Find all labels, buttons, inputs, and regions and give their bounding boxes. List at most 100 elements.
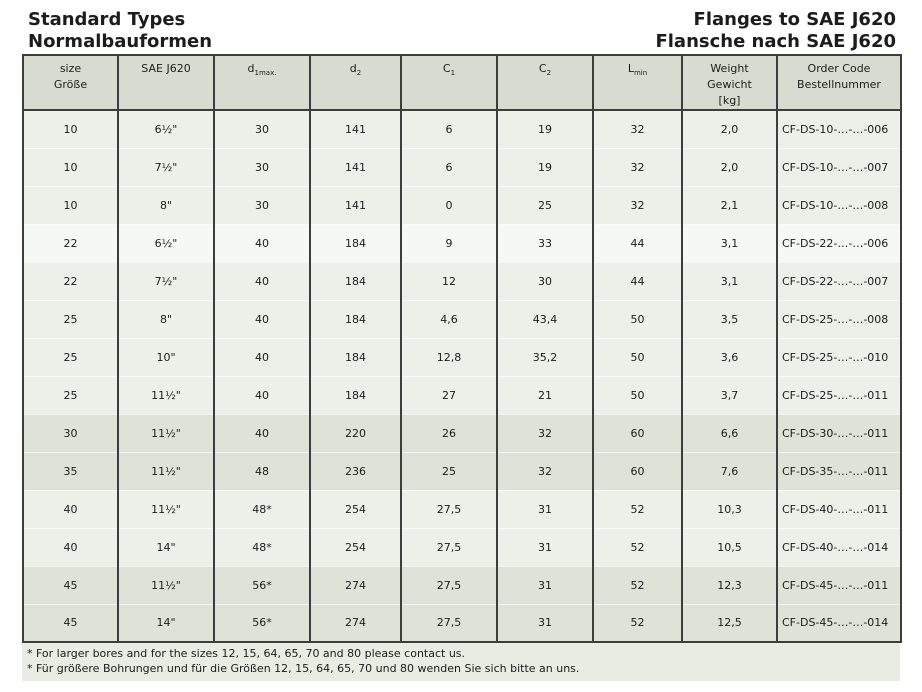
order-code-cell: CF-DS-30-…-…-011 (776, 413, 901, 452)
lmin-cell: 32 (592, 109, 682, 148)
col-header-size-de: Größe (53, 78, 88, 91)
footnotes: * For larger bores and for the sizes 12,… (22, 643, 900, 681)
sae-j620-cell: 7½" (117, 261, 214, 300)
c2-cell: 31 (496, 565, 593, 604)
order-code-cell: CF-DS-22-…-…-006 (776, 223, 901, 262)
c2-cell: 32 (496, 451, 593, 490)
d2-cell: 184 (309, 299, 401, 338)
col-header-sae-j620: SAE J620 (117, 55, 214, 111)
weight-cell: 10,5 (681, 527, 777, 566)
size-cell: 45 (22, 565, 118, 604)
c2-cell: 31 (496, 603, 593, 642)
table-head: size Größe SAE J620 d1max. d2 C1 C2 (22, 55, 901, 111)
d1max-cell: 48 (213, 451, 310, 490)
d1max-cell: 30 (213, 109, 310, 148)
col-header-weight-de: Gewicht (707, 78, 752, 91)
c2-cell: 43,4 (496, 299, 593, 338)
lmin-cell: 50 (592, 337, 682, 376)
lmin-cell: 52 (592, 565, 682, 604)
size-cell: 25 (22, 337, 118, 376)
lmin-cell: 60 (592, 413, 682, 452)
size-cell: 10 (22, 109, 118, 148)
order-code-cell: CF-DS-25-…-…-008 (776, 299, 901, 338)
c1-cell: 12 (400, 261, 497, 300)
d1max-cell: 40 (213, 337, 310, 376)
col-header-order-code-en: Order Code (807, 62, 871, 75)
table-row: 10 6½" 30 141 6 19 32 2,0 CF-DS-10-…-…-006 (22, 109, 901, 148)
d1max-cell: 56* (213, 603, 310, 642)
c2-cell: 31 (496, 527, 593, 566)
sae-j620-cell: 11½" (117, 413, 214, 452)
d2-cell: 141 (309, 147, 401, 186)
weight-cell: 3,6 (681, 337, 777, 376)
sae-j620-cell: 7½" (117, 147, 214, 186)
d2-cell: 220 (309, 413, 401, 452)
c1-cell: 12,8 (400, 337, 497, 376)
sae-j620-cell: 14" (117, 527, 214, 566)
footnote-en: * For larger bores and for the sizes 12,… (27, 647, 466, 660)
table-row: 25 8" 40 184 4,6 43,4 50 3,5 CF-DS-25-…-…-008 (22, 299, 901, 338)
table-row: 22 7½" 40 184 12 30 44 3,1 CF-DS-22-…-…-007 (22, 261, 901, 300)
c1-cell: 4,6 (400, 299, 497, 338)
page-title-left: Standard Types Normalbauformen (28, 9, 213, 52)
d2-cell: 274 (309, 603, 401, 642)
table-row: 40 14" 48* 254 27,5 31 52 10,5 CF-DS-40-…-…-014 (22, 527, 901, 566)
size-cell: 10 (22, 147, 118, 186)
size-cell: 45 (22, 603, 118, 642)
lmin-cell: 52 (592, 603, 682, 642)
d2-cell: 254 (309, 489, 401, 528)
c1-cell: 26 (400, 413, 497, 452)
table-row: 10 8" 30 141 0 25 32 2,1 CF-DS-10-…-…-008 (22, 185, 901, 224)
col-header-size: size Größe (22, 55, 118, 111)
table-header-row: size Größe SAE J620 d1max. d2 C1 C2 (22, 55, 901, 111)
table-row: 45 14" 56* 274 27,5 31 52 12,5 CF-DS-45-…-…-014 (22, 603, 901, 642)
d2-cell: 141 (309, 109, 401, 148)
table-row: 25 11½" 40 184 27 21 50 3,7 CF-DS-25-…-…-011 (22, 375, 901, 414)
weight-cell: 12,5 (681, 603, 777, 642)
col-header-d2: d2 (309, 55, 401, 111)
order-code-cell: CF-DS-22-…-…-007 (776, 261, 901, 300)
sae-j620-cell: 14" (117, 603, 214, 642)
size-cell: 22 (22, 261, 118, 300)
sae-j620-cell: 11½" (117, 489, 214, 528)
order-code-cell: CF-DS-40-…-…-011 (776, 489, 901, 528)
c1-cell: 27,5 (400, 565, 497, 604)
c1-cell: 27,5 (400, 489, 497, 528)
sae-j620-cell: 6½" (117, 109, 214, 148)
size-cell: 40 (22, 527, 118, 566)
c2-cell: 31 (496, 489, 593, 528)
table-body: 10 6½" 30 141 6 19 32 2,0 CF-DS-10-…-…-006 10 7½" 3… (22, 109, 901, 642)
d2-cell: 236 (309, 451, 401, 490)
weight-cell: 2,0 (681, 147, 777, 186)
order-code-cell: CF-DS-45-…-…-011 (776, 565, 901, 604)
sae-j620-cell: 11½" (117, 565, 214, 604)
lmin-cell: 52 (592, 527, 682, 566)
c2-cell: 33 (496, 223, 593, 262)
order-code-cell: CF-DS-10-…-…-008 (776, 185, 901, 224)
d1max-cell: 56* (213, 565, 310, 604)
sae-j620-cell: 8" (117, 185, 214, 224)
sae-j620-cell: 8" (117, 299, 214, 338)
d1max-cell: 30 (213, 147, 310, 186)
d1max-cell: 40 (213, 299, 310, 338)
d2-cell: 184 (309, 337, 401, 376)
weight-cell: 3,1 (681, 223, 777, 262)
col-header-d1max: d1max. (213, 55, 310, 111)
col-header-lmin: Lmin (592, 55, 682, 111)
d1max-cell: 40 (213, 375, 310, 414)
table-row: 30 11½" 40 220 26 32 60 6,6 CF-DS-30-…-…-011 (22, 413, 901, 452)
c1-cell: 6 (400, 109, 497, 148)
c2-cell: 21 (496, 375, 593, 414)
sae-j620-cell: 11½" (117, 451, 214, 490)
size-cell: 25 (22, 375, 118, 414)
c1-cell: 25 (400, 451, 497, 490)
c2-cell: 25 (496, 185, 593, 224)
lmin-cell: 50 (592, 299, 682, 338)
order-code-cell: CF-DS-45-…-…-014 (776, 603, 901, 642)
c1-cell: 27 (400, 375, 497, 414)
order-code-cell: CF-DS-10-…-…-007 (776, 147, 901, 186)
flange-spec-table: size Größe SAE J620 d1max. d2 C1 C2 (22, 54, 902, 643)
size-cell: 35 (22, 451, 118, 490)
table-row: 22 6½" 40 184 9 33 44 3,1 CF-DS-22-…-…-006 (22, 223, 901, 262)
order-code-cell: CF-DS-40-…-…-014 (776, 527, 901, 566)
